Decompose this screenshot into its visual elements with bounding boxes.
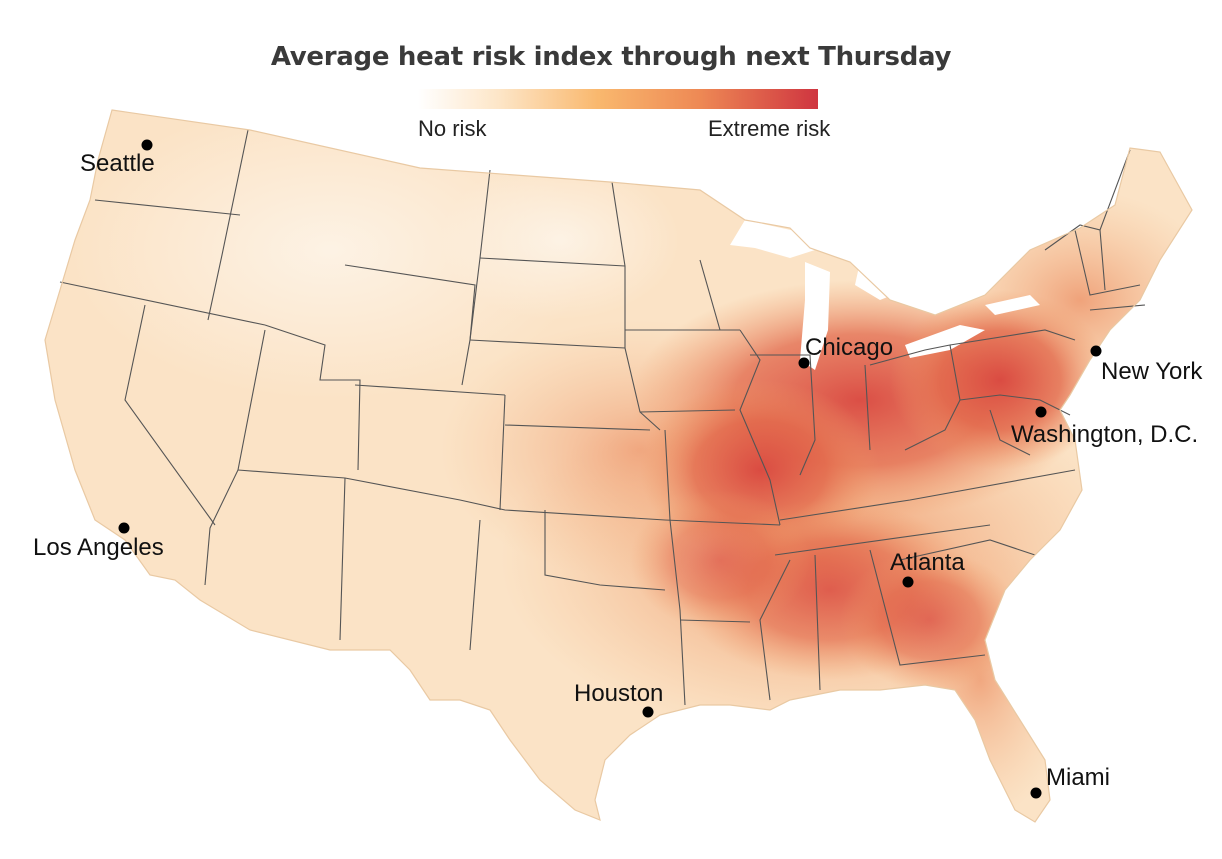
city-label-washington-dc: Washington, D.C.	[1011, 421, 1198, 448]
city-label-seattle: Seattle	[80, 150, 155, 177]
city-washington-dc: Washington, D.C.	[1011, 406, 1198, 448]
city-label-chicago: Chicago	[805, 334, 893, 361]
city-label-atlanta: Atlanta	[890, 549, 965, 576]
city-marker	[902, 576, 914, 588]
city-los-angeles: Los Angeles	[33, 522, 164, 561]
city-miami: Miami	[1030, 764, 1110, 799]
city-houston: Houston	[574, 680, 663, 718]
city-marker	[141, 139, 153, 151]
city-label-new-york: New York	[1101, 358, 1203, 385]
city-label-houston: Houston	[574, 680, 663, 707]
legend-max-label: Extreme risk	[708, 116, 831, 141]
state-borders	[59, 129, 1146, 706]
city-label-miami: Miami	[1046, 764, 1110, 791]
city-marker	[1090, 345, 1102, 357]
city-marker	[118, 522, 130, 534]
city-label-los-angeles: Los Angeles	[33, 534, 164, 561]
city-marker	[642, 706, 654, 718]
city-new-york: New York	[1090, 345, 1203, 385]
map-title: Average heat risk index through next Thu…	[270, 42, 952, 72]
great-lakes	[730, 220, 1040, 370]
city-atlanta: Atlanta	[890, 549, 965, 588]
city-seattle: Seattle	[80, 139, 155, 177]
city-marker	[1035, 406, 1047, 418]
legend-color-bar	[418, 89, 818, 109]
city-marker	[798, 357, 810, 369]
city-marker	[1030, 787, 1042, 799]
legend-min-label: No risk	[418, 116, 487, 141]
city-chicago: Chicago	[798, 334, 893, 369]
